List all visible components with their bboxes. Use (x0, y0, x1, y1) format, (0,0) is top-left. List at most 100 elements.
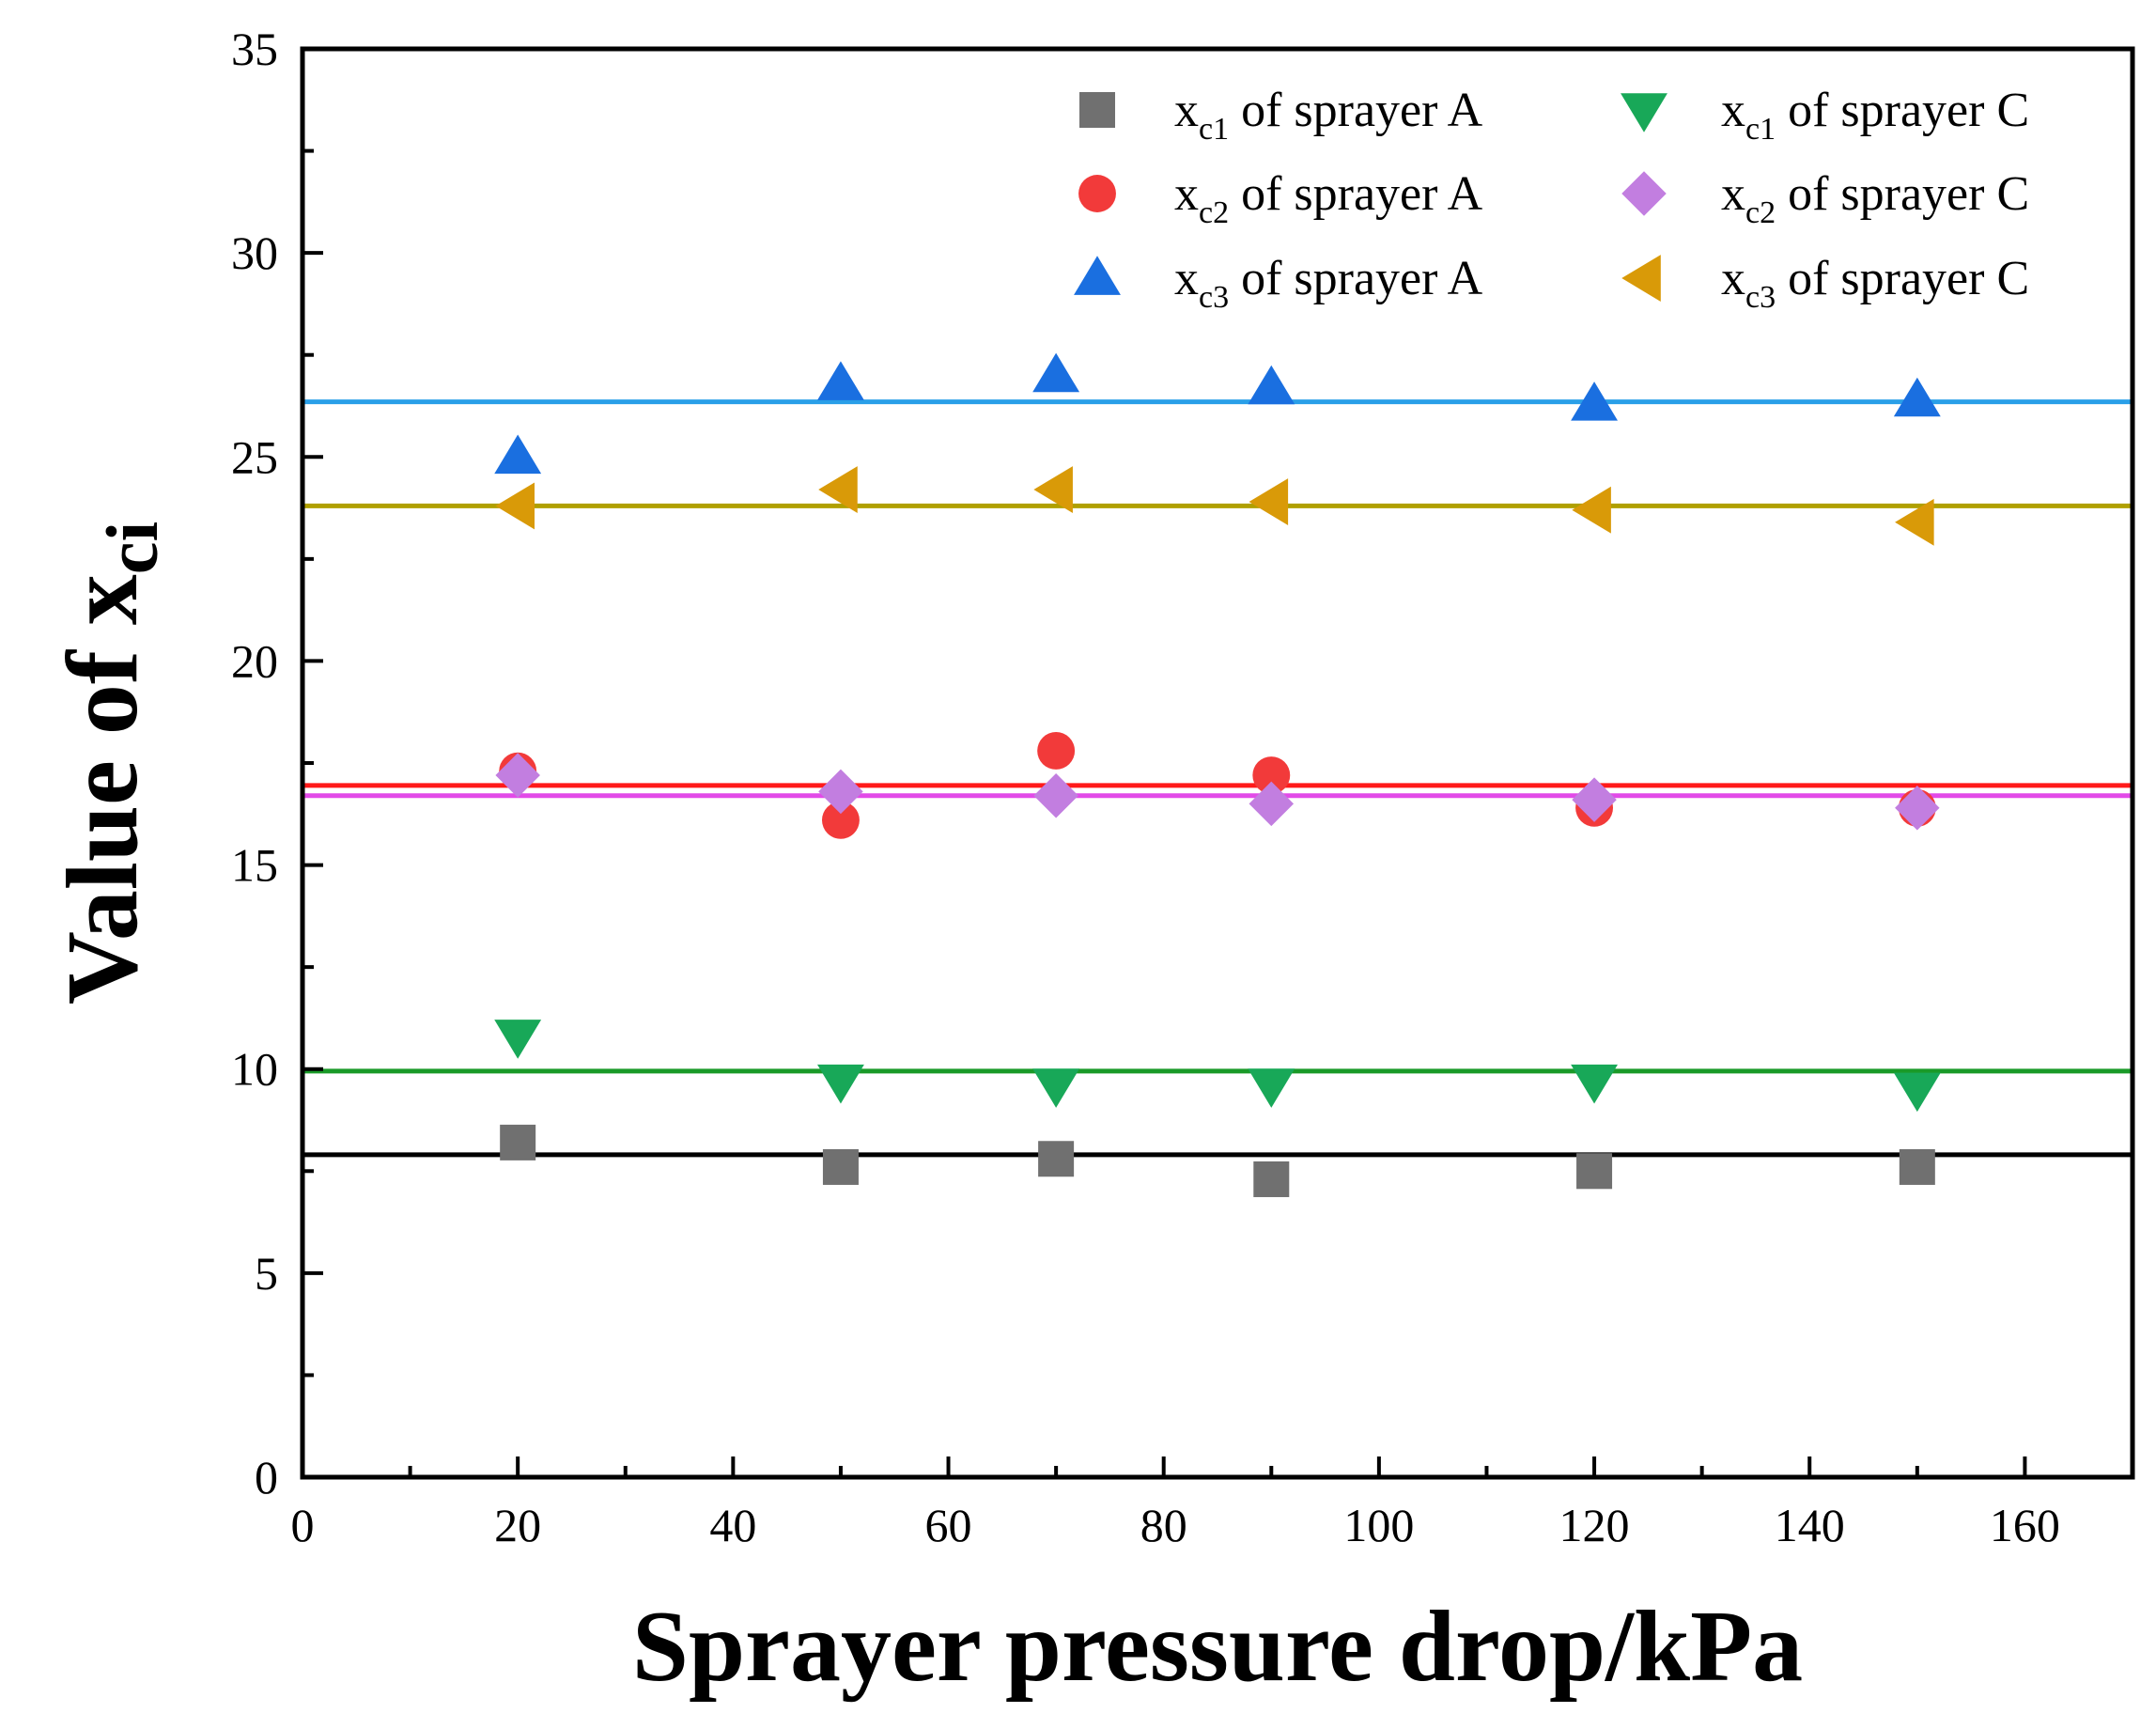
legend-label-main: x (1721, 252, 1745, 305)
data-point-xc1_C (817, 1064, 864, 1104)
y-axis: 0 5 10 15 20 25 30 35 (231, 23, 323, 1503)
legend-item-xc2_A: xc2 of sprayer A (1078, 167, 1483, 230)
x-tick-label: 120 (1559, 1499, 1630, 1551)
y-axis-title: Value of xci (47, 522, 173, 1005)
data-point-xc3_C (1895, 498, 1934, 546)
y-axis-title-subscript: ci (91, 522, 173, 574)
series-xc3_A (494, 352, 1941, 475)
legend-item-xc1_C: xc1 of sprayer C (1621, 84, 2029, 147)
legend-label-rest: of sprayer A (1229, 167, 1482, 221)
data-point-xc1_A (1576, 1153, 1613, 1190)
x-tick-label: 20 (494, 1499, 541, 1551)
legend-label-xc1_C: xc1 of sprayer C (1721, 84, 2029, 147)
legend-label-subscript: c2 (1199, 195, 1229, 230)
legend-marker-xc2_C (1621, 171, 1667, 216)
series-xc2_C (495, 753, 1940, 831)
x-tick-label: 100 (1343, 1499, 1414, 1551)
legend-label-main: x (1174, 167, 1199, 221)
legend-item-xc3_A: xc3 of sprayer A (1074, 252, 1483, 315)
data-point-xc3_A (1032, 352, 1080, 393)
legend-marker-xc3_C (1621, 255, 1661, 302)
legend-label-xc1_A: xc1 of sprayer A (1174, 84, 1483, 147)
legend-label-subscript: c2 (1745, 195, 1776, 230)
y-tick-label: 20 (231, 634, 278, 687)
legend-label-rest: of sprayer A (1229, 84, 1482, 137)
data-point-xc2_C (818, 769, 863, 815)
y-axis-title-main: Value of x (47, 574, 159, 1005)
legend-item-xc1_A: xc1 of sprayer A (1079, 84, 1483, 147)
data-point-xc3_C (1033, 466, 1073, 513)
data-point-xc3_C (818, 466, 858, 513)
legend-label-subscript: c3 (1199, 280, 1229, 315)
data-point-xc2_A (821, 801, 860, 839)
x-axis-title: Sprayer pressure drop/kPa (632, 1591, 1803, 1703)
data-point-xc2_C (1895, 786, 1940, 831)
legend-label-rest: of sprayer C (1776, 84, 2029, 137)
x-tick-label: 160 (1990, 1499, 2060, 1551)
legend-label-main: x (1174, 252, 1199, 305)
y-tick-label: 15 (231, 839, 278, 892)
legend-label-subscript: c3 (1745, 280, 1776, 315)
data-point-xc3_C (1572, 486, 1611, 534)
data-point-xc2_C (1249, 781, 1295, 827)
legend-label-main: x (1174, 84, 1199, 137)
data-markers (494, 352, 1941, 1197)
data-point-xc1_C (1571, 1064, 1618, 1104)
data-point-xc2_A (1252, 756, 1291, 794)
x-tick-label: 40 (709, 1499, 756, 1551)
legend-label-rest: of sprayer C (1776, 167, 2029, 221)
legend-marker-xc2_A (1078, 175, 1116, 212)
legend-label-rest: of sprayer A (1229, 252, 1482, 305)
data-point-xc1_A (500, 1124, 536, 1160)
x-tick-label: 60 (925, 1499, 972, 1551)
y-tick-label: 10 (231, 1043, 278, 1096)
legend-item-xc3_C: xc3 of sprayer C (1621, 252, 2029, 315)
legend-label-rest: of sprayer C (1776, 252, 2029, 305)
y-tick-label: 0 (255, 1451, 278, 1503)
y-tick-label: 25 (231, 430, 278, 483)
x-tick-label: 80 (1140, 1499, 1187, 1551)
x-tick-label: 0 (291, 1499, 315, 1551)
fit-lines (302, 399, 2133, 1158)
legend-label-xc3_A: xc3 of sprayer A (1174, 252, 1483, 315)
legend-marker-xc3_A (1074, 256, 1121, 295)
data-point-xc2_A (1037, 732, 1076, 770)
y-tick-label: 5 (255, 1247, 278, 1300)
data-point-xc1_A (822, 1148, 859, 1185)
data-point-xc3_A (1248, 365, 1295, 405)
legend-label-xc2_A: xc2 of sprayer A (1174, 167, 1483, 230)
legend-marker-xc1_A (1079, 92, 1115, 128)
legend-marker-xc1_C (1621, 93, 1667, 132)
legend-label-xc2_C: xc2 of sprayer C (1721, 167, 2029, 230)
data-point-xc2_C (1572, 777, 1617, 822)
data-point-xc3_C (495, 482, 535, 530)
data-point-xc1_C (1248, 1068, 1295, 1108)
data-point-xc3_A (817, 361, 864, 400)
legend-item-xc2_C: xc2 of sprayer C (1621, 167, 2029, 230)
data-point-xc1_C (494, 1020, 542, 1059)
legend-label-subscript: c1 (1199, 112, 1229, 147)
data-point-xc3_A (1571, 382, 1618, 421)
data-point-xc3_A (494, 434, 542, 475)
data-point-xc1_C (1032, 1068, 1080, 1108)
x-axis: 0 20 40 60 80 100 120 140 160 (291, 1456, 2060, 1551)
legend-label-xc3_C: xc3 of sprayer C (1721, 252, 2029, 315)
data-point-xc1_C (1893, 1072, 1941, 1113)
series-xc1_C (494, 1020, 1941, 1113)
data-point-xc1_A (1038, 1141, 1075, 1177)
data-point-xc2_C (1033, 772, 1078, 818)
x-tick-label: 140 (1775, 1499, 1845, 1551)
legend-label-subscript: c1 (1745, 112, 1776, 147)
data-point-xc1_A (1899, 1148, 1935, 1185)
series-xc3_C (495, 466, 1934, 546)
legend-label-main: x (1721, 84, 1745, 137)
data-point-xc3_C (1249, 478, 1289, 525)
series-xc1_A (500, 1124, 1935, 1197)
y-tick-label: 30 (231, 226, 278, 279)
legend-label-main: x (1721, 167, 1745, 221)
data-point-xc3_A (1893, 377, 1941, 417)
y-tick-label: 35 (231, 23, 278, 75)
data-point-xc2_C (495, 753, 540, 798)
